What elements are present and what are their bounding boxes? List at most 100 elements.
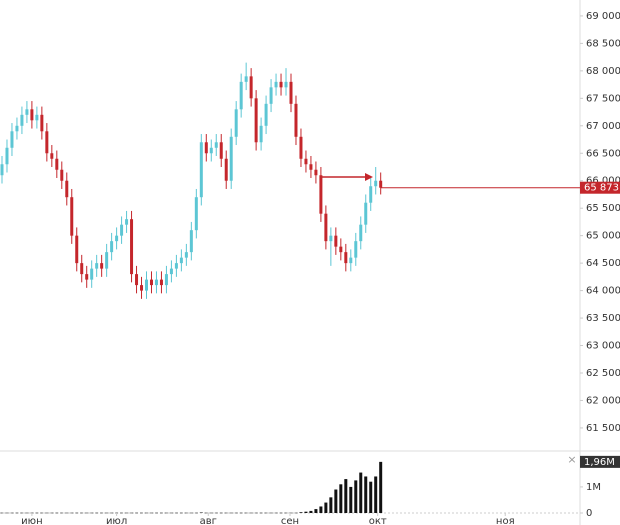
candle-body	[284, 81, 288, 88]
x-tick-label: сен	[281, 516, 299, 525]
volume-bar	[40, 512, 44, 514]
marks	[0, 62, 383, 514]
volume-bar	[149, 512, 153, 514]
volume-bar	[30, 512, 34, 514]
candle-body	[304, 158, 308, 165]
candle-body	[45, 131, 49, 154]
candle-body	[169, 268, 173, 275]
candle-body	[140, 285, 144, 291]
volume-bar	[174, 512, 178, 514]
y-tick-label: 63 000	[586, 341, 620, 352]
volume-bar	[234, 512, 238, 514]
volume-bar	[10, 512, 14, 514]
x-tick-label: ноя	[496, 516, 515, 525]
candle-body	[184, 252, 188, 258]
volume-bar	[110, 512, 114, 514]
candle-body	[204, 142, 208, 154]
candle-body	[0, 164, 4, 176]
candle-body	[309, 164, 313, 170]
volume-bar	[60, 512, 64, 514]
y-tick-label: 68 000	[586, 66, 620, 77]
volume-bar	[274, 512, 278, 514]
volume-bar	[249, 512, 253, 514]
y-tick-label: 62 500	[586, 368, 620, 379]
candle-body	[349, 257, 353, 264]
volume-bar	[125, 512, 129, 514]
candle-body	[219, 142, 223, 159]
candle-body	[294, 103, 298, 137]
volume-bar	[20, 512, 24, 514]
candle-body	[274, 81, 278, 88]
volume-bar	[189, 512, 193, 514]
candle-body	[329, 235, 333, 242]
volume-bar	[204, 512, 208, 514]
candle-body	[264, 103, 268, 126]
y-tick-label: 66 000	[586, 176, 620, 187]
candle-body	[110, 241, 114, 253]
volume-bar	[55, 512, 59, 514]
candle-body	[269, 87, 273, 104]
volume-bar	[369, 481, 373, 513]
volume-bar	[214, 512, 218, 514]
candle-body	[105, 252, 109, 269]
volume-bar	[329, 497, 333, 513]
candle-body	[35, 114, 39, 121]
candle-body	[179, 257, 183, 264]
volume-bar	[159, 512, 163, 514]
candle-body	[50, 153, 54, 159]
candle-body	[279, 81, 283, 88]
candle-body	[369, 186, 373, 203]
close-icon[interactable]: ×	[567, 453, 576, 466]
volume-bar	[75, 512, 79, 514]
volume-bar	[339, 484, 343, 513]
candle-body	[354, 241, 358, 258]
candle-body	[20, 114, 24, 126]
candle-body	[239, 81, 243, 110]
candle-body	[249, 76, 253, 99]
volume-bar	[319, 506, 323, 513]
volume-bar	[304, 511, 308, 513]
y-tick-label: 69 000	[586, 11, 620, 22]
candle-body	[120, 224, 124, 236]
volume-bar	[264, 512, 268, 514]
volume-bar	[309, 510, 313, 513]
volume-bar	[135, 512, 139, 514]
volume-bar	[219, 512, 223, 514]
candle-body	[314, 169, 318, 176]
candle-body	[135, 274, 139, 286]
candle-body	[209, 147, 213, 154]
candle-body	[344, 252, 348, 264]
volume-bar	[224, 512, 228, 514]
candle-body	[5, 147, 9, 165]
volume-bar	[184, 512, 188, 514]
last-volume-label: 1,96M	[584, 457, 615, 468]
candle-body	[145, 279, 148, 291]
candle-body	[55, 158, 59, 170]
candle-body	[174, 263, 178, 269]
y-tick-label: 61 500	[586, 423, 620, 434]
volume-bar	[105, 512, 109, 514]
candle-body	[214, 142, 218, 148]
volume-bar	[289, 512, 293, 514]
volume-bar	[374, 476, 378, 513]
volume-bar	[15, 512, 19, 514]
volume-bar	[314, 509, 318, 513]
volume-bar	[229, 512, 233, 514]
volume-bar	[344, 479, 348, 513]
candle-body	[154, 279, 158, 286]
candle-body	[229, 136, 233, 181]
y-tick-label: 67 500	[586, 93, 620, 104]
volume-bar	[364, 476, 368, 513]
volume-bar	[254, 512, 258, 514]
candle-body	[194, 197, 198, 231]
volume-bar	[45, 512, 49, 514]
volume-bar	[359, 472, 363, 513]
candle-body	[234, 109, 238, 137]
candle-body	[60, 169, 64, 181]
candle-body	[364, 202, 368, 225]
candle-body	[40, 114, 44, 132]
y-tick-label: 64 500	[586, 258, 620, 269]
candle-body	[299, 136, 303, 159]
candle-body	[70, 197, 74, 236]
